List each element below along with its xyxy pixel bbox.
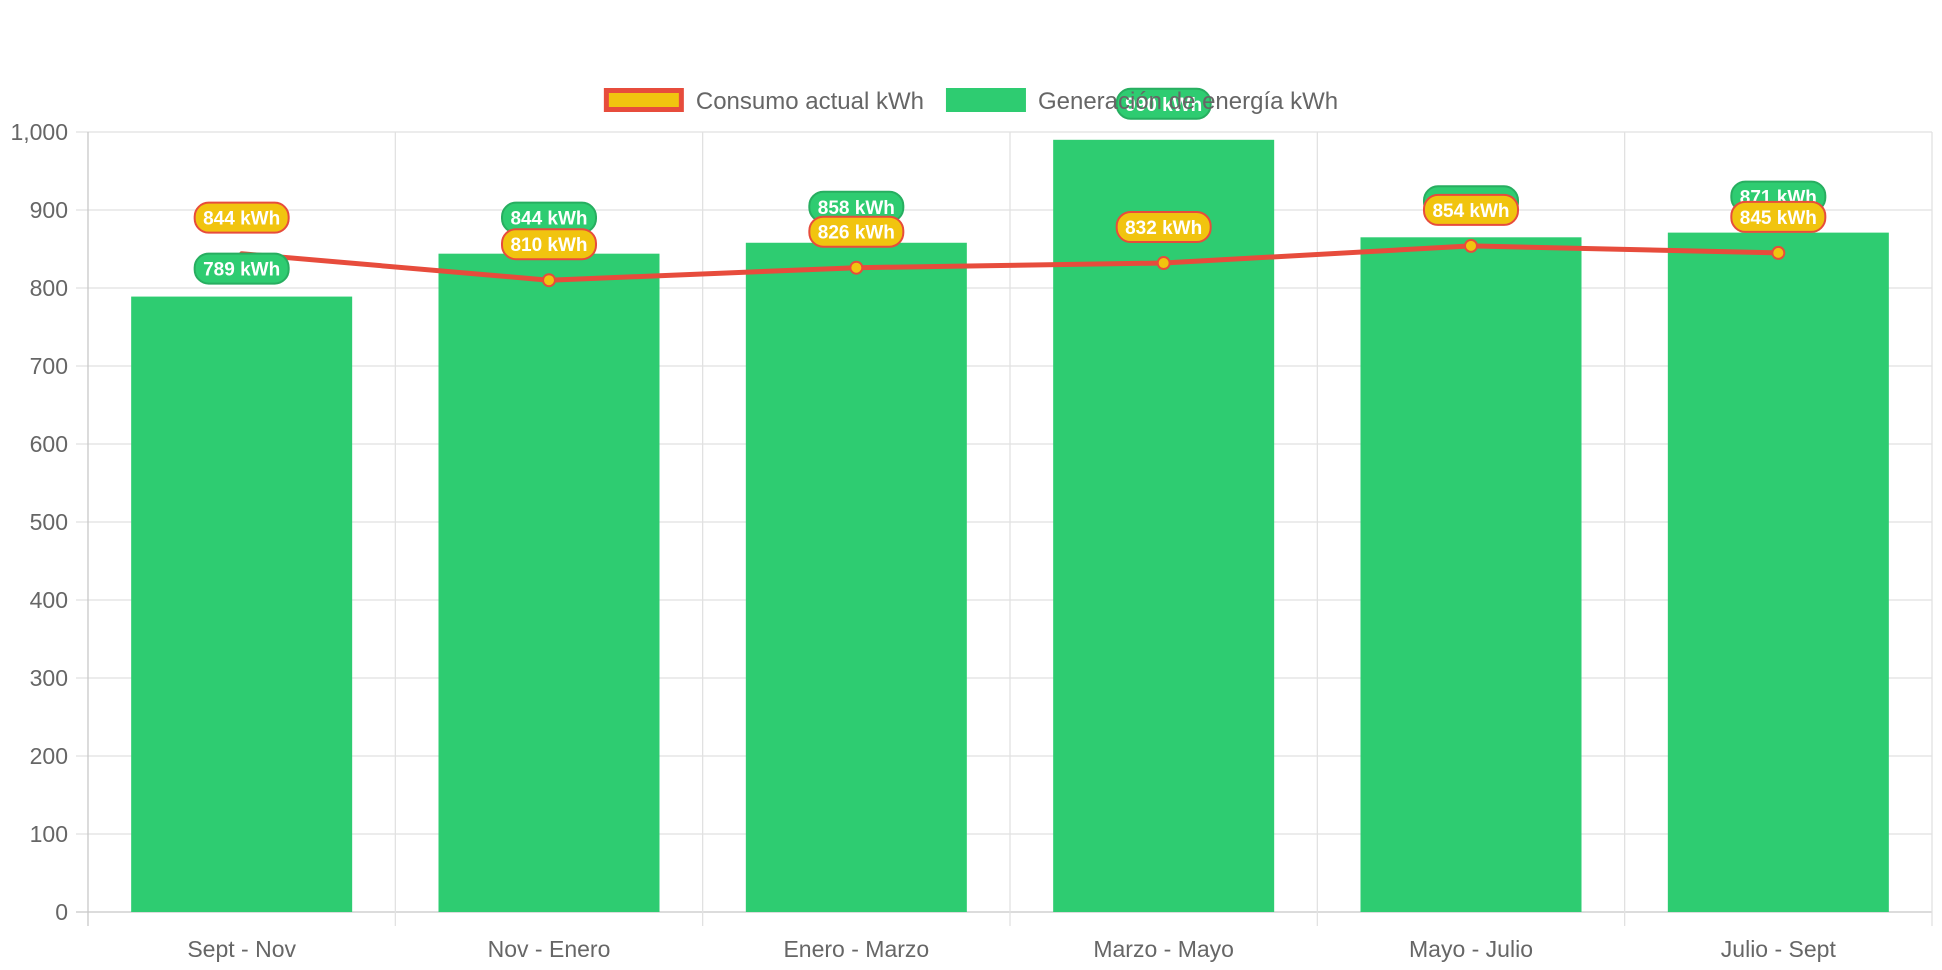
line-data-label-bg: [808, 215, 905, 248]
y-tick-label: 1,000: [10, 119, 68, 145]
grid: [76, 131, 1933, 926]
line-data-label: 844 kWh: [193, 201, 290, 234]
line-data-label-bg: [1423, 193, 1519, 226]
legend: Consumo actual kWh Generación de energía …: [603, 88, 1338, 115]
legend-swatch: [945, 88, 1026, 112]
line-data-label-text: 810 kWh: [510, 235, 587, 256]
bar-series: [131, 139, 1889, 913]
bar: [1360, 237, 1582, 913]
bar: [745, 242, 967, 912]
bar-data-label: 789 kWh: [193, 252, 290, 285]
y-tick-label: 800: [30, 275, 68, 301]
line-point: [1156, 256, 1171, 271]
line-data-label-bg: [1115, 211, 1212, 244]
bar-data-label-text: 990 kWh: [1125, 95, 1202, 116]
x-tick-label: Marzo - Mayo: [1093, 936, 1234, 962]
y-tick-label: 200: [30, 743, 68, 769]
bar-data-label-text: 844 kWh: [510, 209, 587, 230]
x-tick-label: Enero - Marzo: [783, 936, 929, 962]
line-data-label-bg: [193, 201, 290, 234]
bar: [438, 253, 660, 912]
line-data-label-bg: [501, 228, 597, 261]
line-data-label: 832 kWh: [1115, 211, 1212, 244]
bar-data-label-text: 858 kWh: [818, 198, 895, 219]
bar-data-label: 844 kWh: [501, 201, 597, 234]
bar-data-label-bg: [193, 252, 290, 285]
line-data-label: 826 kWh: [808, 215, 905, 248]
line-data-label: 810 kWh: [501, 228, 597, 261]
bar: [1053, 139, 1275, 913]
y-tick-label: 0: [55, 899, 68, 925]
x-tick-label: Sept - Nov: [187, 936, 296, 962]
y-tick-label: 600: [30, 431, 68, 457]
line-data-label: 854 kWh: [1423, 193, 1519, 226]
bar-data-label-bg: [1115, 87, 1212, 120]
bar-data-label-text: 789 kWh: [203, 260, 280, 281]
y-tick-label: 700: [30, 353, 68, 379]
legend-item[interactable]: Consumo actual kWh: [603, 88, 924, 115]
line-point: [849, 260, 864, 275]
line-point: [1464, 238, 1478, 253]
bar-data-label: 990 kWh: [1115, 87, 1212, 120]
bar-data-label: 858 kWh: [808, 190, 905, 223]
legend-swatch: [603, 88, 684, 112]
line-data-label-text: 844 kWh: [203, 209, 280, 230]
line-data-label-text: 826 kWh: [818, 223, 895, 244]
line-data-label: 845 kWh: [1730, 200, 1827, 233]
y-tick-label: 100: [30, 821, 68, 847]
y-tick-label: 300: [30, 665, 68, 691]
line-point: [1771, 245, 1786, 260]
legend-item[interactable]: Generación de energía kWh: [945, 88, 1338, 115]
x-tick-label: Nov - Enero: [488, 936, 611, 962]
y-tick-label: 500: [30, 509, 68, 535]
y-tick-label: 400: [30, 587, 68, 613]
legend-label: Generación de energía kWh: [1038, 88, 1338, 115]
line-data-label-text: 832 kWh: [1125, 218, 1202, 239]
line-data-label-text: 854 kWh: [1432, 201, 1509, 222]
line-data-label-text: 845 kWh: [1740, 208, 1817, 229]
bar: [1667, 232, 1889, 912]
legend-label: Consumo actual kWh: [696, 88, 924, 115]
consumption-line: [239, 243, 1781, 283]
x-tick-label: Julio - Sept: [1721, 936, 1837, 962]
line-point: [542, 273, 556, 288]
line-data-label-bg: [1730, 200, 1827, 233]
bar: [131, 296, 353, 913]
y-tick-label: 900: [30, 197, 68, 223]
line-series: [239, 238, 1786, 288]
axes: 0 100 200 300 400 500 600 700 800 900 1,000 Sept - …: [10, 119, 1836, 962]
x-tick-label: Mayo - Julio: [1409, 936, 1533, 962]
